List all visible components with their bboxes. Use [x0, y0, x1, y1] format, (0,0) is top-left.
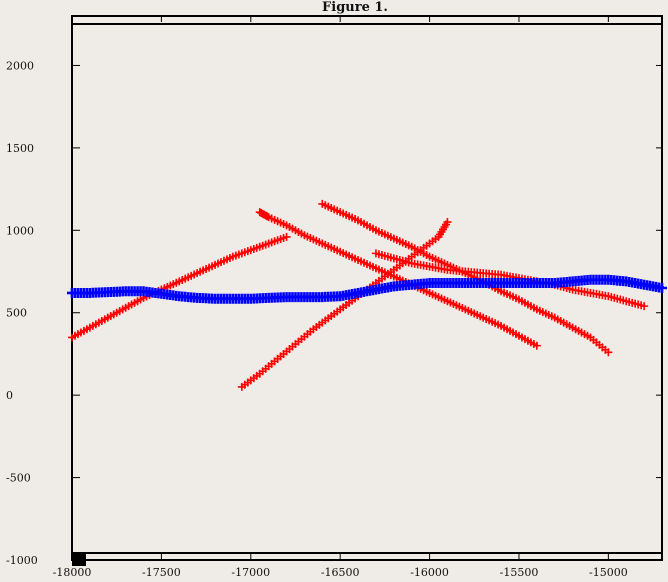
y-axis: -1000 -500 0 500 1000 1500 2000: [6, 59, 662, 567]
data-point-marker: [443, 218, 452, 227]
data-point-marker: [263, 212, 272, 221]
x-tick-label: -17000: [231, 566, 270, 579]
y-tick-label: 0: [6, 389, 13, 402]
corner-marker: [72, 552, 86, 566]
x-tick-label: -15000: [589, 566, 628, 579]
x-tick-label: -16500: [321, 566, 360, 579]
y-tick-label: -500: [6, 472, 31, 485]
y-tick-label: -1000: [6, 554, 38, 567]
y-tick-label: 1500: [6, 142, 34, 155]
x-tick-label: -17500: [142, 566, 181, 579]
x-tick-label: -18000: [53, 566, 92, 579]
data-point-marker: [282, 232, 291, 241]
y-tick-label: 2000: [6, 59, 34, 72]
series-0: [68, 199, 649, 391]
y-tick-label: 500: [6, 307, 27, 320]
x-tick-label: -15500: [500, 566, 539, 579]
data-point-marker: [532, 341, 541, 350]
series-layer: [67, 199, 667, 391]
x-tick-label: -16000: [410, 566, 449, 579]
y-tick-label: 1000: [6, 224, 34, 237]
data-point-marker: [604, 348, 613, 357]
data-point-marker: [640, 302, 649, 311]
series-1: [67, 274, 667, 304]
data-point-marker: [657, 283, 667, 293]
figure-title: Figure 1.: [322, 0, 388, 15]
x-axis: -18000 -17500 -17000 -16500 -16000 -15500 -150…: [53, 16, 628, 579]
